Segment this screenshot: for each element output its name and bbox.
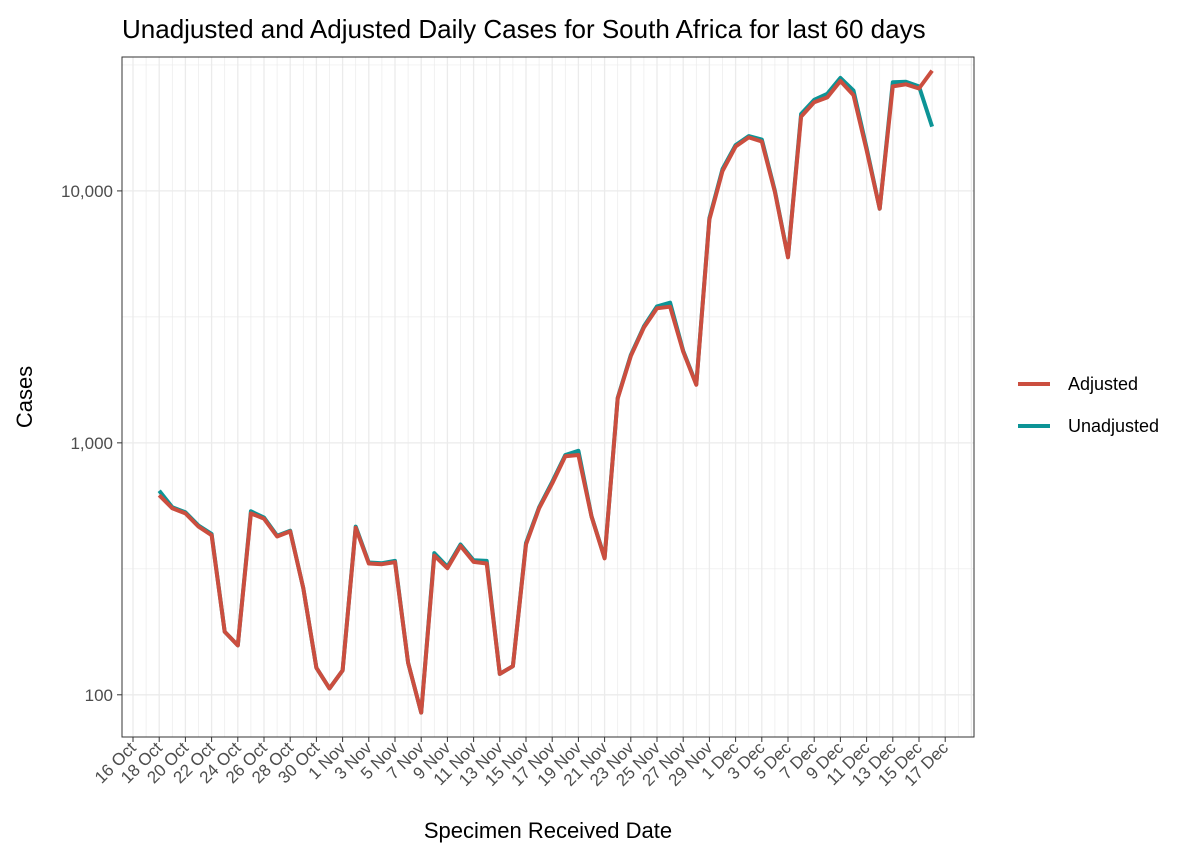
y-axis-label: Cases — [12, 366, 37, 428]
legend-label-adjusted: Adjusted — [1068, 374, 1138, 394]
y-tick-label: 1,000 — [70, 434, 113, 453]
plot-panel-border — [121, 56, 975, 738]
chart-title: Unadjusted and Adjusted Daily Cases for … — [122, 14, 926, 44]
y-axis: 100 1,000 10,000 — [61, 182, 122, 705]
y-tick-label: 100 — [85, 686, 113, 705]
series-line-unadjusted — [157, 75, 935, 715]
legend: Adjusted Unadjusted — [1018, 374, 1159, 436]
series-line-adjusted — [157, 69, 934, 715]
y-tick-label: 10,000 — [61, 182, 113, 201]
grid-layer — [122, 57, 974, 737]
x-axis-label: Specimen Received Date — [424, 818, 672, 843]
legend-label-unadjusted: Unadjusted — [1068, 416, 1159, 436]
series-layer — [157, 69, 935, 715]
